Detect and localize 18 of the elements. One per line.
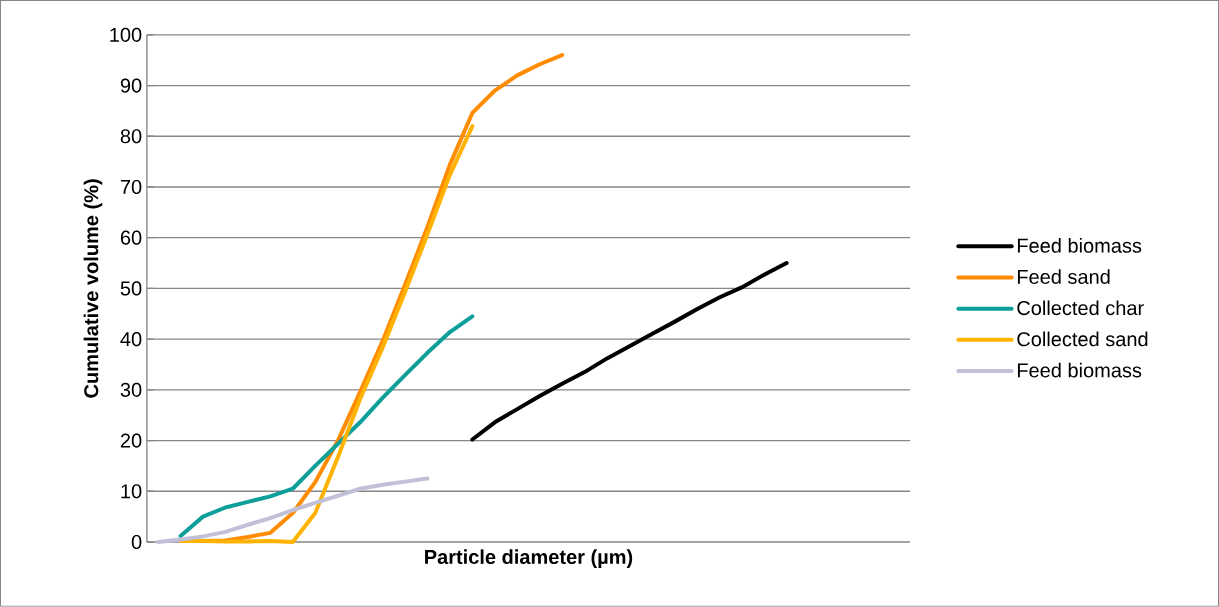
y-tick-label: 20: [120, 433, 142, 448]
y-tick-label: 80: [120, 129, 142, 144]
y-tick-label: 60: [120, 230, 142, 245]
y-axis-title: Cumulative volume (%): [83, 179, 103, 398]
y-tick-label: 40: [120, 332, 142, 347]
legend-label: Feed sand: [1017, 269, 1110, 285]
y-tick-label: 50: [120, 281, 142, 296]
y-tick-label: 0: [131, 534, 142, 550]
legend-label: Collected char: [1017, 300, 1144, 316]
y-tick-label: 10: [121, 484, 142, 499]
y-tick-label: 30: [120, 382, 142, 397]
y-tick-label: 70: [120, 179, 142, 195]
y-tick-label: 100: [110, 27, 142, 42]
legend-label: Feed biomass: [1017, 238, 1142, 253]
y-tick-label: 90: [120, 78, 142, 93]
legend-label: Feed biomass: [1017, 362, 1142, 378]
legend-label: Collected sand: [1017, 331, 1148, 347]
x-axis-title: Particle diameter (µm): [425, 549, 633, 569]
